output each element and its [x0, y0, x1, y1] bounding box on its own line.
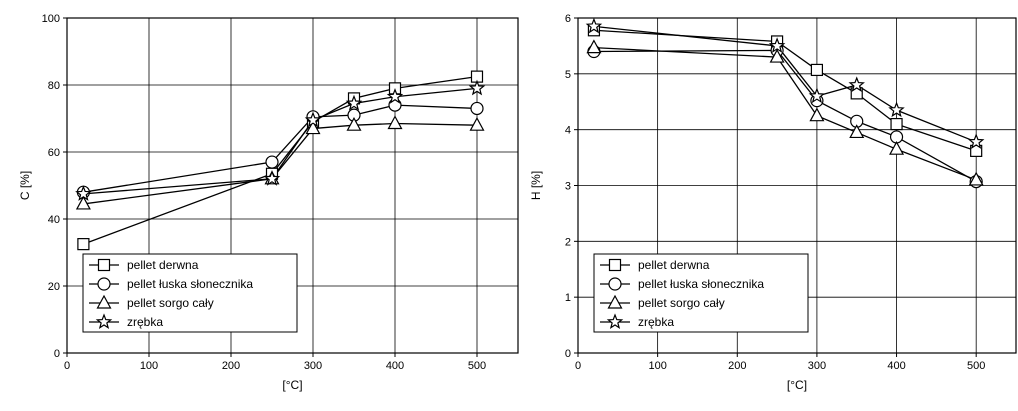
x-tick-label: 100 — [140, 360, 158, 372]
legend-label: zrębka — [127, 315, 163, 329]
legend-label: pellet sorgo cały — [127, 296, 214, 310]
y-tick-label: 2 — [565, 236, 571, 248]
data-point-star — [386, 88, 404, 104]
y-tick-label: 40 — [48, 214, 60, 226]
series-line-2 — [593, 49, 977, 183]
y-tick-label: 0 — [54, 348, 60, 360]
y-tick-label: 6 — [565, 13, 571, 25]
legend: pellet derwna pellet łuska słonecznika pel… — [82, 253, 298, 333]
y-tick-label: 0 — [565, 348, 571, 360]
data-point-star — [848, 76, 865, 93]
plot-frame — [66, 17, 519, 354]
legend-label: pellet łuska słonecznika — [127, 277, 253, 291]
data-point-star — [808, 87, 826, 104]
x-axis-label: [°C] — [282, 378, 302, 392]
y-tick-label: 3 — [565, 181, 571, 193]
legend-marker-triangle — [96, 294, 112, 309]
legend-label: zrębka — [638, 315, 674, 329]
legend-marker-star — [606, 313, 624, 330]
series-line-3 — [83, 122, 478, 205]
data-point-triangle — [889, 140, 905, 155]
data-point-star — [585, 17, 603, 34]
y-tick-label: 60 — [48, 147, 60, 159]
series-line-2 — [83, 104, 478, 193]
data-point-triangle — [968, 171, 984, 186]
x-tick-label: 400 — [386, 360, 404, 372]
y-tick-label: 80 — [48, 80, 60, 92]
legend-marker-circle — [608, 277, 622, 291]
data-point-circle — [470, 101, 484, 116]
y-tick-label: 5 — [565, 69, 571, 81]
y-axis-label: H [%] — [529, 171, 543, 200]
series-line-4 — [593, 25, 977, 143]
data-point-star — [888, 101, 905, 118]
data-point-square — [77, 238, 90, 251]
x-tick-label: 0 — [64, 360, 70, 372]
legend-box — [593, 253, 809, 333]
legend-marker-circle — [97, 277, 111, 291]
legend-marker-star — [95, 313, 113, 330]
x-tick-label: 500 — [967, 360, 985, 372]
data-point-star — [468, 79, 486, 96]
data-point-triangle — [346, 116, 362, 131]
data-point-triangle — [469, 116, 485, 131]
x-tick-label: 400 — [887, 360, 905, 372]
y-tick-label: 1 — [565, 292, 571, 304]
x-tick-label: 200 — [728, 360, 746, 372]
data-point-triangle — [849, 124, 865, 139]
data-point-star — [304, 111, 322, 128]
data-point-star — [768, 37, 786, 53]
chart-panel-1: 0 100 200 300 400 500 0 20 40 60 80 100 [°C] C [%] pel… — [18, 13, 519, 392]
legend-marker-square — [97, 258, 111, 272]
legend-marker-triangle — [607, 294, 623, 309]
series-line-1 — [83, 75, 478, 245]
series-line-3 — [593, 46, 977, 181]
x-tick-label: 200 — [222, 360, 240, 372]
legend-label: pellet derwna — [638, 258, 710, 272]
data-point-triangle — [75, 195, 91, 210]
data-point-triangle — [387, 115, 403, 130]
y-tick-label: 100 — [42, 13, 60, 25]
y-tick-label: 4 — [565, 125, 571, 137]
x-tick-label: 0 — [575, 360, 581, 372]
series-line-1 — [593, 29, 977, 152]
data-point-star — [967, 133, 985, 149]
y-tick-label: 20 — [48, 281, 60, 293]
data-point-star — [345, 94, 363, 111]
legend-marker-square — [608, 258, 622, 272]
x-axis-label: [°C] — [787, 378, 807, 392]
x-tick-label: 100 — [648, 360, 666, 372]
data-point-square — [810, 63, 824, 77]
data-point-triangle — [769, 48, 785, 63]
x-tick-label: 300 — [808, 360, 826, 372]
data-point-triangle — [809, 107, 825, 122]
data-point-square — [890, 117, 903, 131]
data-point-triangle — [586, 39, 602, 54]
data-point-star — [263, 170, 281, 186]
data-point-circle — [265, 155, 279, 169]
legend-label: pellet łuska słonecznika — [638, 277, 764, 291]
y-axis-label: C [%] — [18, 171, 32, 200]
legend-label: pellet derwna — [127, 258, 199, 272]
x-tick-label: 300 — [304, 360, 322, 372]
data-point-triangle — [305, 120, 321, 135]
legend-box — [82, 253, 298, 333]
legend-label: pellet sorgo cały — [638, 296, 725, 310]
chart-panel-2: 0 100 200 300 400 500 0 1 2 3 4 5 6 [°C] H [%] pellet d… — [529, 13, 1017, 392]
legend: pellet derwna pellet łuska słonecznika pel… — [593, 253, 809, 333]
data-point-star — [75, 185, 92, 201]
series-line-4 — [83, 87, 478, 195]
x-tick-label: 500 — [468, 360, 486, 372]
